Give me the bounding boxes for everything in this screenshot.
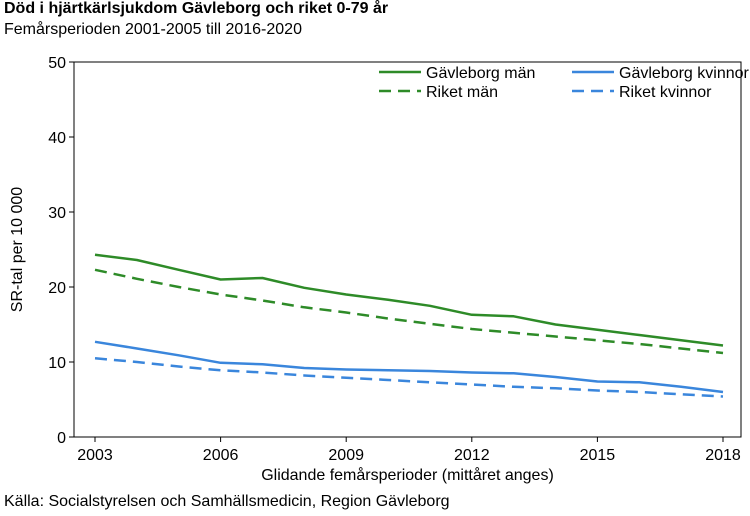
x-tick-label: 2009 [328,447,364,464]
x-tick-label: 2015 [580,447,616,464]
axes: 0 10 20 30 40 50 2003 2006 2009 2012 2015 2018 Glida… [9,55,742,484]
y-tick-label: 20 [48,280,66,297]
y-tick-label: 10 [48,355,66,372]
legend-label: Riket kvinnor [619,84,712,101]
series-line [94,268,724,355]
series-lines [94,253,724,398]
chart-subtitle: Femårsperioden 2001-2005 till 2016-2020 [4,21,302,38]
y-tick-label: 30 [48,205,66,222]
legend-label: Gävleborg kvinnor [619,65,750,82]
x-tick-label: 2012 [454,447,490,464]
x-tick-label: 2018 [705,447,741,464]
plot-frame [73,61,742,438]
legend-label: Riket män [426,84,498,101]
y-tick-label: 40 [48,130,66,147]
y-axis-label: SR-tal per 10 000 [9,187,26,313]
y-tick-label: 50 [48,55,66,72]
series-line [94,340,724,394]
series-line [94,357,724,398]
chart-title: Död i hjärtkärlsjukdom Gävleborg och rik… [4,0,389,17]
legend: Gävleborg män Gävleborg kvinnor Riket män R… [379,65,750,101]
x-tick-label: 2006 [203,447,239,464]
series-line [94,253,724,347]
y-tick-label: 0 [57,430,66,447]
legend-label: Gävleborg män [426,65,535,82]
source-note: Källa: Socialstyrelsen och Samhällsmedic… [4,493,450,510]
x-tick-label: 2003 [77,447,113,464]
x-axis-label: Glidande femårsperioder (mittåret anges) [261,466,554,484]
